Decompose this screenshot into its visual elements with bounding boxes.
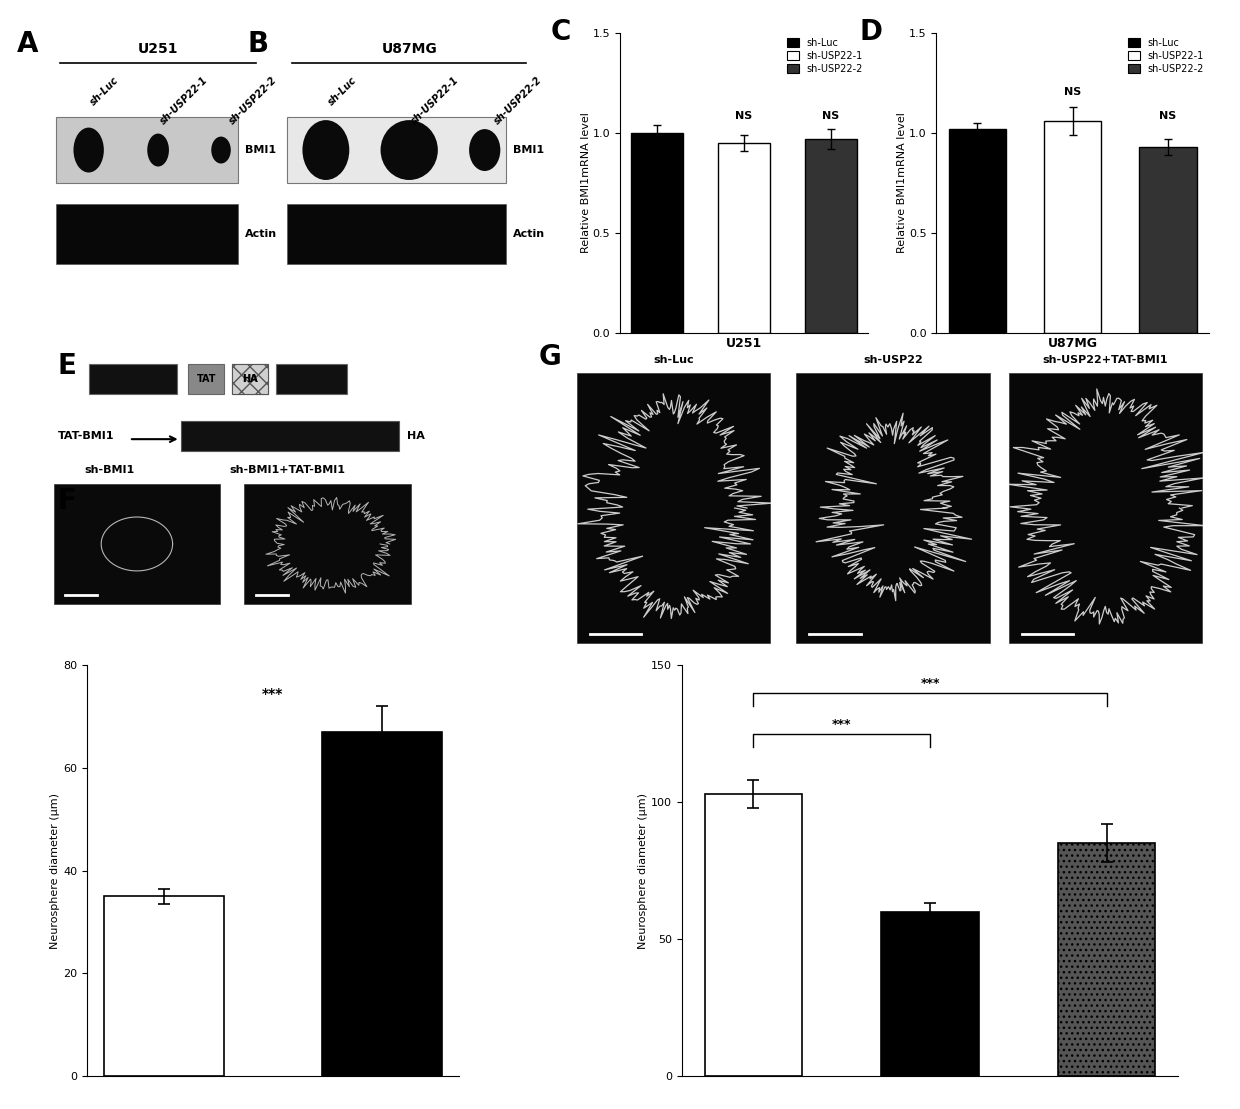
Text: HA: HA bbox=[242, 374, 258, 385]
Text: TAT: TAT bbox=[197, 374, 216, 385]
FancyBboxPatch shape bbox=[181, 421, 399, 451]
Ellipse shape bbox=[211, 136, 231, 163]
Bar bbox=[322, 732, 441, 1076]
FancyBboxPatch shape bbox=[232, 364, 268, 394]
Bar bbox=[53, 484, 221, 603]
Text: ***: *** bbox=[262, 688, 284, 701]
Text: ***: *** bbox=[920, 676, 940, 690]
Text: sh-Luc: sh-Luc bbox=[653, 355, 694, 365]
Bar bbox=[805, 139, 857, 333]
Y-axis label: Relative BMI1mRNA level: Relative BMI1mRNA level bbox=[898, 112, 908, 254]
Text: sh-BMI1: sh-BMI1 bbox=[84, 465, 134, 475]
Bar bbox=[286, 118, 506, 183]
Text: F: F bbox=[57, 487, 77, 515]
Text: NS: NS bbox=[1064, 88, 1081, 98]
Y-axis label: Neurosphere diameter (μm): Neurosphere diameter (μm) bbox=[639, 793, 649, 948]
Text: G: G bbox=[538, 344, 560, 372]
Ellipse shape bbox=[303, 120, 350, 180]
Bar bbox=[1058, 843, 1156, 1076]
Bar bbox=[56, 118, 238, 183]
Text: TAT-BMI1: TAT-BMI1 bbox=[57, 431, 114, 441]
Bar bbox=[704, 794, 802, 1076]
Text: D: D bbox=[859, 18, 883, 47]
Text: BMI1: BMI1 bbox=[513, 145, 544, 155]
Bar bbox=[631, 133, 683, 333]
Text: BMI1: BMI1 bbox=[246, 145, 277, 155]
Text: NS: NS bbox=[735, 111, 753, 121]
Bar bbox=[718, 143, 770, 333]
Bar bbox=[796, 374, 990, 643]
Text: C: C bbox=[551, 18, 570, 47]
Ellipse shape bbox=[73, 128, 104, 173]
Text: sh-Luc: sh-Luc bbox=[326, 75, 358, 108]
Y-axis label: Neurosphere diameter (μm): Neurosphere diameter (μm) bbox=[50, 793, 61, 948]
Text: sh-Luc: sh-Luc bbox=[89, 75, 122, 108]
Bar bbox=[949, 129, 1006, 333]
Bar bbox=[1009, 374, 1203, 643]
Text: HA: HA bbox=[407, 431, 424, 441]
Legend: sh-Luc, sh-USP22-1, sh-USP22-2: sh-Luc, sh-USP22-1, sh-USP22-2 bbox=[787, 38, 863, 74]
Text: sh-USP22-1: sh-USP22-1 bbox=[159, 75, 210, 126]
Bar bbox=[577, 374, 770, 643]
Text: E: E bbox=[57, 353, 77, 380]
Ellipse shape bbox=[469, 129, 501, 171]
Text: sh-USP22-1: sh-USP22-1 bbox=[409, 75, 461, 126]
Text: B: B bbox=[248, 30, 269, 59]
Text: ***: *** bbox=[832, 718, 852, 731]
Text: Actin: Actin bbox=[246, 228, 277, 238]
FancyBboxPatch shape bbox=[275, 364, 347, 394]
Bar bbox=[882, 912, 978, 1076]
Ellipse shape bbox=[381, 120, 438, 180]
X-axis label: U87MG: U87MG bbox=[1048, 337, 1097, 349]
Text: Actin: Actin bbox=[513, 228, 546, 238]
Bar bbox=[104, 896, 223, 1076]
Bar bbox=[56, 204, 238, 264]
Text: sh-USP22+TAT-BMI1: sh-USP22+TAT-BMI1 bbox=[1043, 355, 1168, 365]
Text: HA: HA bbox=[242, 374, 258, 385]
Text: NS: NS bbox=[1159, 111, 1177, 121]
Legend: sh-Luc, sh-USP22-1, sh-USP22-2: sh-Luc, sh-USP22-1, sh-USP22-2 bbox=[1128, 38, 1204, 74]
FancyBboxPatch shape bbox=[232, 364, 268, 394]
Text: sh-USP22-2: sh-USP22-2 bbox=[492, 75, 544, 126]
Text: sh-USP22: sh-USP22 bbox=[863, 355, 923, 365]
Text: sh-USP22-2: sh-USP22-2 bbox=[228, 75, 279, 126]
FancyBboxPatch shape bbox=[188, 364, 224, 394]
Text: sh-BMI1+TAT-BMI1: sh-BMI1+TAT-BMI1 bbox=[229, 465, 346, 475]
Bar bbox=[244, 484, 410, 603]
Bar bbox=[286, 204, 506, 264]
Text: NS: NS bbox=[822, 111, 839, 121]
Text: A: A bbox=[17, 30, 38, 59]
Ellipse shape bbox=[148, 133, 169, 166]
Bar bbox=[1044, 121, 1101, 333]
FancyBboxPatch shape bbox=[89, 364, 176, 394]
Text: U251: U251 bbox=[138, 42, 179, 57]
Bar bbox=[1140, 147, 1197, 333]
Y-axis label: Relative BMI1mRNA level: Relative BMI1mRNA level bbox=[582, 112, 591, 254]
X-axis label: U251: U251 bbox=[725, 337, 763, 349]
Text: U87MG: U87MG bbox=[382, 42, 436, 57]
